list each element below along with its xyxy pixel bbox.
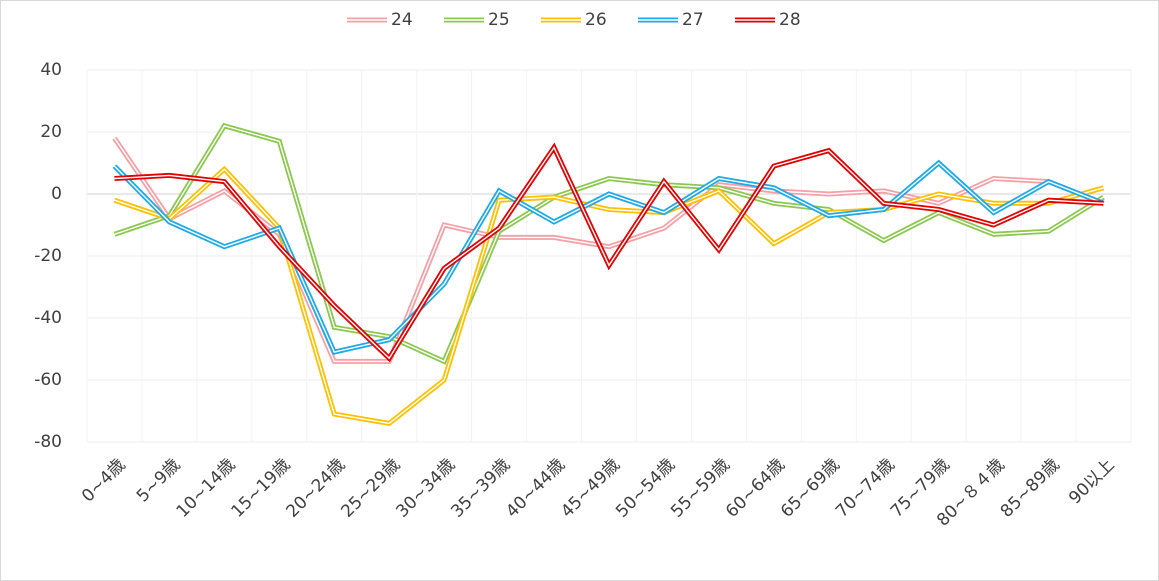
y-tick-label: -20 <box>34 246 62 266</box>
legend-label: 27 <box>682 10 704 30</box>
series-line-core <box>114 146 1104 360</box>
legend-label: 26 <box>585 10 607 30</box>
legend-label: 25 <box>488 10 510 30</box>
legend-label: 24 <box>391 10 413 30</box>
legend-label: 28 <box>779 10 801 30</box>
y-tick-label: 0 <box>51 184 62 204</box>
y-tick-label: 20 <box>40 122 62 142</box>
y-tick-label: -60 <box>34 370 62 390</box>
series-line-core <box>113 162 1104 353</box>
series-line-core <box>114 124 1104 363</box>
y-tick-label: -40 <box>34 308 62 328</box>
y-tick-label: 40 <box>40 60 62 80</box>
y-tick-label: -80 <box>34 432 62 452</box>
